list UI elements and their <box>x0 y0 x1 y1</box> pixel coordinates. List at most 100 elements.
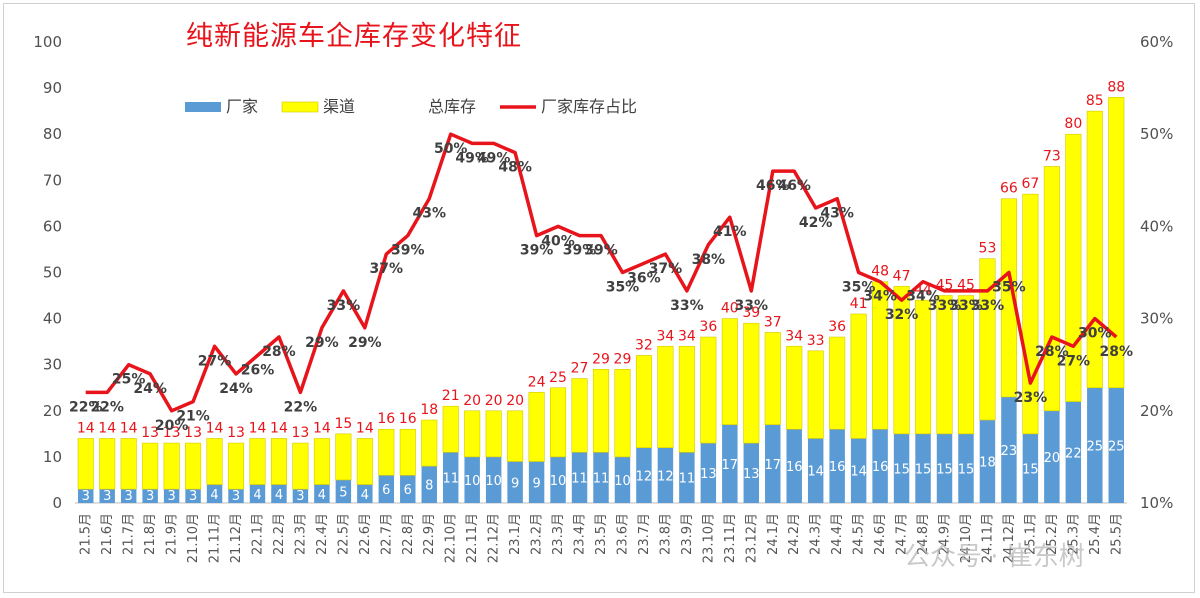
share-value-label: 33% <box>928 298 962 314</box>
x-axis-tick: 23.9月 <box>680 513 695 555</box>
x-axis-tick: 22.11月 <box>465 513 480 563</box>
bar-channel <box>99 438 116 490</box>
bar-channel <box>270 438 287 485</box>
total-value-label: 47 <box>893 268 911 284</box>
total-value-label: 36 <box>828 319 846 335</box>
bar-factory <box>228 489 244 503</box>
left-axis-tick: 60 <box>43 217 62 235</box>
share-value-label: 39% <box>391 243 425 259</box>
share-value-label: 26% <box>241 362 275 378</box>
factory-value-label: 11 <box>571 472 588 487</box>
factory-value-label: 16 <box>829 460 846 475</box>
share-value-label: 28% <box>1035 344 1069 360</box>
left-axis-tick: 0 <box>52 494 62 512</box>
x-axis-tick: 24.2月 <box>787 513 802 555</box>
factory-value-label: 12 <box>636 469 653 484</box>
total-value-label: 41 <box>850 296 868 312</box>
total-value-label: 48 <box>871 264 889 280</box>
share-value-label: 50% <box>434 141 468 157</box>
total-value-label: 13 <box>292 425 310 441</box>
x-axis-tick: 21.5月 <box>79 513 94 555</box>
share-value-label: 46% <box>756 178 790 194</box>
share-value-label: 28% <box>262 344 296 360</box>
factory-value-label: 20 <box>1044 451 1061 466</box>
factory-value-label: 13 <box>700 467 717 482</box>
bar-factory <box>507 461 523 503</box>
total-value-label: 39 <box>742 305 760 321</box>
x-axis-tick: 22.10月 <box>444 513 459 563</box>
total-value-label: 13 <box>141 425 159 441</box>
factory-value-label: 4 <box>253 488 261 503</box>
share-value-label: 21% <box>176 409 210 425</box>
bar-factory <box>872 429 888 503</box>
share-value-label: 37% <box>649 261 683 277</box>
right-axis-tick: 10% <box>1140 494 1173 512</box>
bar-channel <box>163 442 180 490</box>
x-axis-tick: 24.3月 <box>809 513 824 555</box>
x-axis-tick: 25.5月 <box>1109 513 1124 555</box>
total-value-label: 13 <box>163 425 181 441</box>
x-axis-tick: 21.12月 <box>229 513 244 563</box>
factory-value-label: 18 <box>979 456 996 471</box>
factory-value-label: 4 <box>275 488 283 503</box>
left-axis-tick: 30 <box>43 356 62 374</box>
x-axis-tick: 21.7月 <box>122 513 137 555</box>
right-axis-tick: 60% <box>1140 33 1173 51</box>
factory-value-label: 16 <box>786 460 803 475</box>
bar-channel <box>721 318 738 425</box>
total-value-label: 16 <box>399 411 417 427</box>
total-value-label: 85 <box>1086 93 1104 109</box>
bar-channel <box>464 410 481 458</box>
factory-value-label: 6 <box>382 483 390 498</box>
total-value-label: 14 <box>313 420 331 436</box>
total-value-label: 14 <box>206 420 224 436</box>
bar-factory <box>807 438 824 503</box>
factory-value-label: 15 <box>1022 462 1039 477</box>
x-axis-tick: 24.4月 <box>830 513 845 555</box>
x-axis-tick: 24.6月 <box>873 513 888 555</box>
factory-value-label: 23 <box>1001 444 1018 459</box>
share-value-label: 28% <box>1100 344 1134 360</box>
share-value-label: 38% <box>692 252 726 268</box>
total-value-label: 15 <box>334 416 352 432</box>
left-axis-tick: 70 <box>43 171 62 189</box>
bar-factory <box>1108 387 1124 503</box>
factory-value-label: 22 <box>1065 446 1082 461</box>
total-value-label: 18 <box>420 402 438 418</box>
bar-channel <box>507 410 524 462</box>
share-value-label: 32% <box>885 307 919 323</box>
factory-value-label: 10 <box>614 474 631 489</box>
x-axis-tick: 21.10月 <box>186 513 201 563</box>
total-value-label: 66 <box>1000 181 1018 197</box>
bar-factory <box>1087 387 1103 503</box>
share-value-label: 40% <box>541 233 575 249</box>
factory-value-label: 8 <box>425 479 433 494</box>
total-value-label: 32 <box>635 337 653 353</box>
bar-factory <box>314 484 330 503</box>
x-axis-tick: 23.4月 <box>573 513 588 555</box>
x-axis-tick: 22.5月 <box>336 513 351 555</box>
x-axis-tick: 21.6月 <box>100 513 115 555</box>
legend-swatch-factory <box>185 102 221 112</box>
share-value-label: 29% <box>305 335 339 351</box>
share-value-label: 42% <box>799 215 833 231</box>
x-axis-tick: 25.1月 <box>1023 513 1038 555</box>
bar-channel <box>893 286 910 435</box>
share-value-label: 24% <box>133 381 167 397</box>
bar-factory <box>850 438 867 503</box>
x-axis-tick: 25.2月 <box>1045 513 1060 555</box>
total-value-label: 21 <box>442 388 460 404</box>
factory-value-label: 11 <box>593 472 610 487</box>
x-axis-tick: 22.1月 <box>250 513 265 555</box>
bar-factory <box>485 456 502 503</box>
right-axis-tick: 50% <box>1140 125 1173 143</box>
total-value-label: 34 <box>656 328 674 344</box>
share-value-label: 48% <box>498 160 532 176</box>
bar-channel <box>485 410 502 458</box>
factory-value-label: 3 <box>296 489 304 504</box>
bar-channel <box>657 345 674 448</box>
bar-factory <box>550 456 566 503</box>
total-value-label: 25 <box>549 370 567 386</box>
watermark: 公众号 · 崔东树 <box>904 542 1085 572</box>
left-axis-tick: 80 <box>43 125 62 143</box>
